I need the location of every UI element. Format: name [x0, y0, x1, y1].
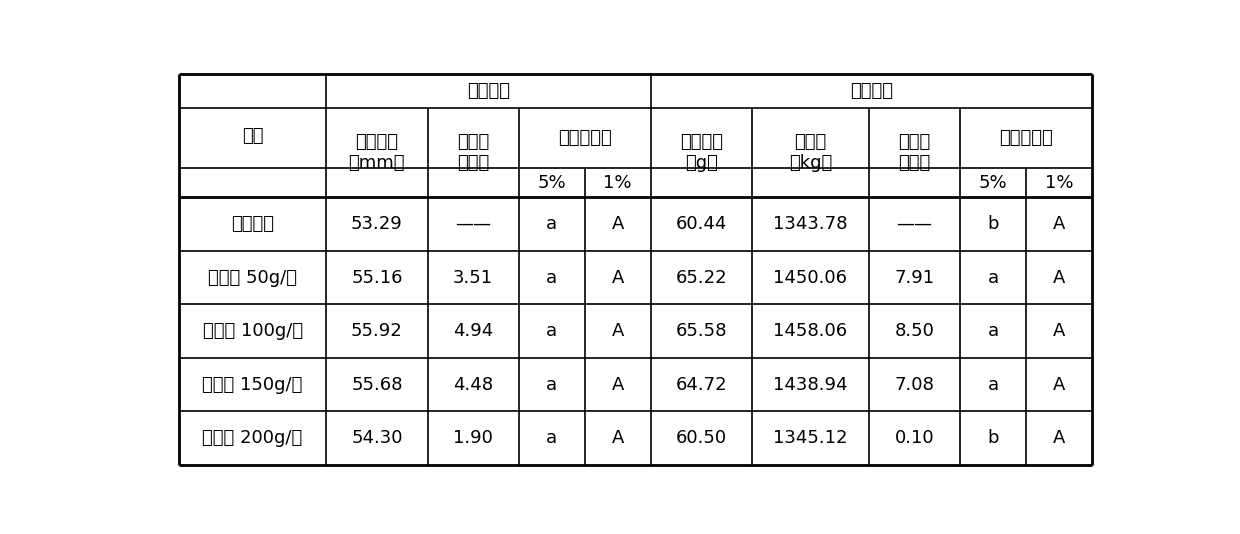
Text: 7.08: 7.08 — [894, 376, 935, 394]
Text: b: b — [987, 429, 999, 447]
Text: A: A — [1053, 322, 1065, 340]
Text: 5%: 5% — [978, 174, 1007, 192]
Text: A: A — [611, 215, 624, 233]
Text: 60.44: 60.44 — [676, 215, 727, 233]
Text: 差异显著性: 差异显著性 — [558, 129, 611, 147]
Text: 组合物 50g/亩: 组合物 50g/亩 — [208, 269, 298, 287]
Text: A: A — [1053, 429, 1065, 447]
Text: 54.30: 54.30 — [351, 429, 403, 447]
Text: 组合物 100g/亩: 组合物 100g/亩 — [202, 322, 303, 340]
Text: 7.91: 7.91 — [894, 269, 935, 287]
Text: 53.29: 53.29 — [351, 215, 403, 233]
Text: b: b — [987, 215, 999, 233]
Text: 鳞茎直径: 鳞茎直径 — [467, 82, 510, 100]
Text: 3.51: 3.51 — [453, 269, 494, 287]
Text: A: A — [1053, 376, 1065, 394]
Text: 64.72: 64.72 — [676, 376, 727, 394]
Text: 组合物 150g/亩: 组合物 150g/亩 — [202, 376, 303, 394]
Text: 组合物 200g/亩: 组合物 200g/亩 — [202, 429, 303, 447]
Text: 鳞茎直径
（mm）: 鳞茎直径 （mm） — [348, 133, 405, 172]
Text: a: a — [987, 322, 998, 340]
Text: 处理: 处理 — [242, 127, 263, 145]
Text: 55.68: 55.68 — [351, 376, 403, 394]
Text: a: a — [547, 429, 557, 447]
Text: a: a — [547, 376, 557, 394]
Text: 鳞茎鲜重: 鳞茎鲜重 — [849, 82, 893, 100]
Text: 1%: 1% — [1045, 174, 1074, 192]
Text: 1458.06: 1458.06 — [774, 322, 848, 340]
Text: 65.22: 65.22 — [676, 269, 727, 287]
Text: 增长率
（％）: 增长率 （％） — [458, 133, 490, 172]
Text: 8.50: 8.50 — [894, 322, 935, 340]
Text: 鳞茎鲜重
（g）: 鳞茎鲜重 （g） — [680, 133, 723, 172]
Text: 55.16: 55.16 — [351, 269, 403, 287]
Text: A: A — [611, 322, 624, 340]
Text: a: a — [987, 376, 998, 394]
Text: 差异显著性: 差异显著性 — [999, 129, 1053, 147]
Text: 1438.94: 1438.94 — [774, 376, 848, 394]
Text: A: A — [611, 376, 624, 394]
Text: a: a — [547, 269, 557, 287]
Text: A: A — [1053, 215, 1065, 233]
Text: 1450.06: 1450.06 — [774, 269, 847, 287]
Text: a: a — [987, 269, 998, 287]
Text: A: A — [1053, 269, 1065, 287]
Text: 4.94: 4.94 — [453, 322, 494, 340]
Text: 1%: 1% — [604, 174, 632, 192]
Text: A: A — [611, 429, 624, 447]
Text: 1343.78: 1343.78 — [774, 215, 848, 233]
Text: 0.10: 0.10 — [894, 429, 934, 447]
Text: 60.50: 60.50 — [676, 429, 727, 447]
Text: A: A — [611, 269, 624, 287]
Text: 增产率
（％）: 增产率 （％） — [898, 133, 930, 172]
Text: a: a — [547, 215, 557, 233]
Text: 4.48: 4.48 — [453, 376, 494, 394]
Text: 亩产量
（kg）: 亩产量 （kg） — [789, 133, 832, 172]
Text: a: a — [547, 322, 557, 340]
Text: 1.90: 1.90 — [454, 429, 494, 447]
Text: ——: —— — [455, 215, 491, 233]
Text: 55.92: 55.92 — [351, 322, 403, 340]
Text: 1345.12: 1345.12 — [774, 429, 848, 447]
Text: 清水对照: 清水对照 — [231, 215, 274, 233]
Text: 5%: 5% — [537, 174, 567, 192]
Text: ——: —— — [897, 215, 932, 233]
Text: 65.58: 65.58 — [676, 322, 727, 340]
